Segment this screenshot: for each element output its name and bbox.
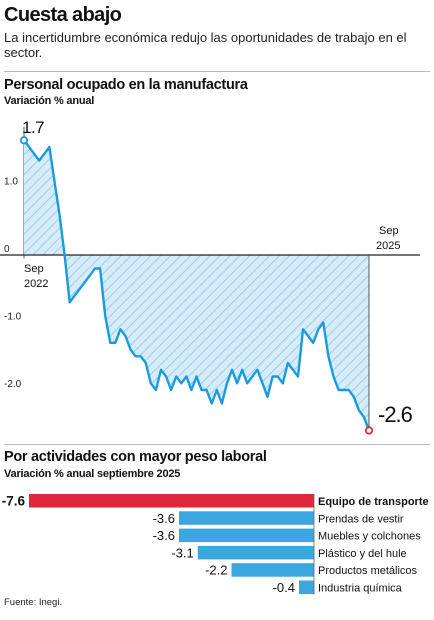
bar-category-label: Plástico y del hule (318, 548, 407, 560)
subtitle: La incertidumbre económica redujo las op… (4, 30, 407, 60)
bar (179, 528, 314, 543)
bar-category-label: Productos metálicos (318, 565, 418, 577)
y-tick-label: 1.0 (4, 177, 18, 188)
divider (4, 71, 430, 72)
bar-chart-title: Por actividades con mayor peso laboral (4, 449, 267, 465)
x-end-year-label: 2025 (376, 240, 400, 252)
area-fill (24, 140, 369, 431)
divider (4, 444, 430, 445)
bar-category-label: Industria química (318, 583, 403, 595)
bar (231, 563, 314, 577)
bar-category-label: Equipo de transporte (318, 496, 429, 508)
bar (197, 545, 314, 560)
bar-value-label: -3.1 (171, 545, 193, 560)
y-tick-label: -2.0 (4, 379, 22, 390)
bar-value-label: -3.6 (153, 528, 175, 543)
bar-category-label: Muebles y colchones (318, 531, 421, 543)
line-chart-title: Personal ocupado en la manufactura (4, 77, 248, 93)
bar-value-label: -7.6 (2, 494, 26, 509)
bar-value-label: -3.6 (153, 511, 175, 526)
bar (299, 580, 314, 594)
bar-category-label: Prendas de vestir (318, 513, 404, 525)
line-chart-unit: Variación % anual (4, 95, 95, 107)
first-value-label: 1.7 (22, 118, 44, 137)
source-note: Fuente: Inegi. (4, 597, 63, 608)
first-point-marker (19, 136, 29, 145)
x-start-label: Sep (24, 263, 44, 275)
bar-value-label: -0.4 (273, 580, 295, 595)
x-start-year-label: 2022 (24, 278, 48, 290)
headline: Cuesta abajo (4, 4, 122, 26)
series-line (23, 139, 371, 431)
bar-value-label: -2.2 (205, 563, 227, 578)
y-tick-label: 0 (4, 244, 10, 255)
bar (179, 511, 314, 525)
line-chart: 1.0 0 -1.0 -2.0 1.7 -2.6 Sep 2022 Sep 2025 (0, 118, 420, 435)
y-tick-label: -1.0 (4, 312, 22, 323)
last-value-label: -2.6 (378, 402, 413, 427)
last-point-marker (364, 426, 374, 435)
bar (29, 494, 314, 508)
bar-chart-unit: Variación % anual septiembre 2025 (4, 468, 181, 480)
x-end-label: Sep (379, 225, 399, 237)
